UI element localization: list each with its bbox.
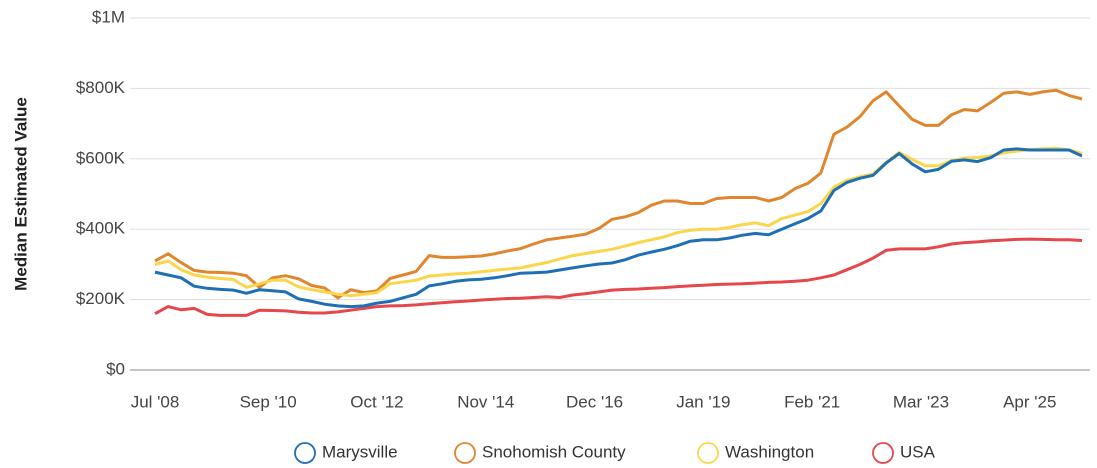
legend-label: Marysville xyxy=(322,442,398,461)
legend-marker xyxy=(454,442,476,464)
y-tick-label: $0 xyxy=(106,359,125,378)
legend-label: Washington xyxy=(725,442,814,461)
y-tick-label: $200K xyxy=(76,289,126,308)
x-tick-label: Jul '08 xyxy=(131,392,180,411)
y-axis-label: Median Estimated Value xyxy=(11,97,30,291)
y-tick-label: $1M xyxy=(92,7,125,26)
y-tick-label: $400K xyxy=(76,219,126,238)
legend-label: USA xyxy=(900,442,936,461)
x-tick-label: Dec '16 xyxy=(566,392,623,411)
series-line xyxy=(154,146,1083,298)
x-tick-label: Apr '25 xyxy=(1003,392,1056,411)
legend-marker xyxy=(294,442,316,464)
legend-marker xyxy=(872,442,894,464)
series-line xyxy=(154,147,1083,309)
x-tick-label: Jan '19 xyxy=(676,392,730,411)
x-tick-label: Feb '21 xyxy=(784,392,840,411)
y-tick-label: $800K xyxy=(76,78,126,97)
series-line xyxy=(154,88,1083,300)
series-line xyxy=(154,237,1083,317)
x-tick-label: Mar '23 xyxy=(893,392,949,411)
x-tick-label: Nov '14 xyxy=(457,392,514,411)
legend-label: Snohomish County xyxy=(482,442,626,461)
legend-marker xyxy=(697,442,719,464)
x-tick-label: Sep '10 xyxy=(240,392,297,411)
x-tick-label: Oct '12 xyxy=(350,392,403,411)
y-tick-label: $600K xyxy=(76,148,126,167)
